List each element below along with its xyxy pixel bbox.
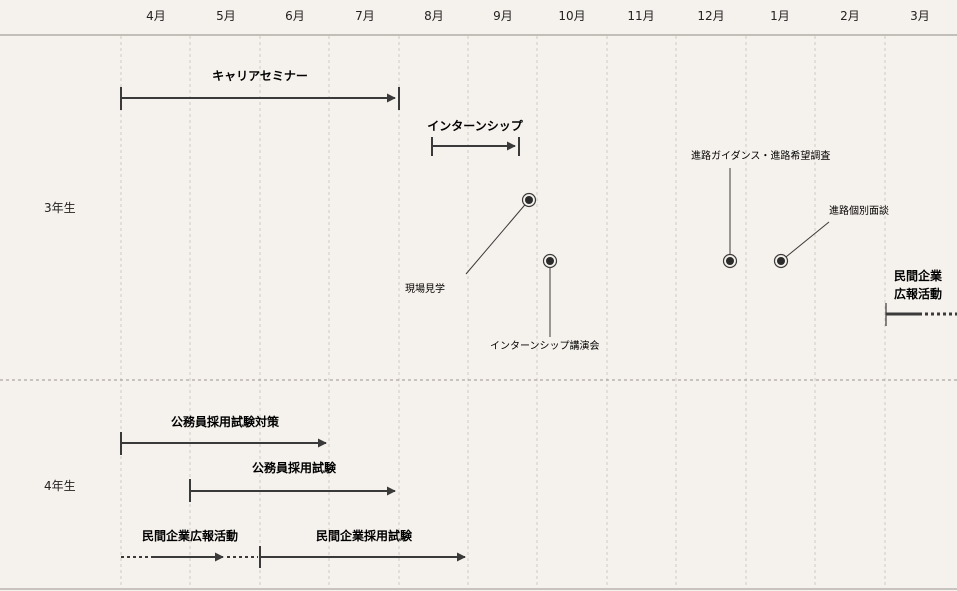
row-label-year3: 3年生 bbox=[44, 201, 76, 215]
month-label: 11月 bbox=[627, 9, 654, 23]
month-header: 4月 5月 6月 7月 8月 9月 10月 11月 12月 1月 2月 3月 bbox=[146, 9, 930, 23]
month-label: 5月 bbox=[216, 9, 236, 23]
guidance-label: 進路ガイダンス・進路希望調査 bbox=[691, 149, 830, 162]
month-label: 8月 bbox=[424, 9, 444, 23]
career-seminar-arrow bbox=[120, 87, 400, 110]
pr-label-line1: 民間企業 bbox=[894, 268, 943, 283]
month-label: 7月 bbox=[355, 9, 375, 23]
month-label: 9月 bbox=[493, 9, 513, 23]
month-gridlines bbox=[120, 36, 886, 588]
row-label-year4: 4年生 bbox=[44, 479, 76, 493]
internship-lecture-marker bbox=[542, 253, 558, 337]
site-visit-label: 現場見学 bbox=[405, 282, 445, 295]
exam-prep-arrow bbox=[120, 432, 327, 455]
internship-label: インターンシップ bbox=[427, 118, 523, 133]
pr-start-bar bbox=[885, 303, 957, 326]
month-label: 6月 bbox=[285, 9, 305, 23]
month-label: 3月 bbox=[910, 9, 930, 23]
month-label: 12月 bbox=[697, 9, 724, 23]
interview-label: 進路個別面談 bbox=[829, 204, 889, 217]
month-label: 4月 bbox=[146, 9, 166, 23]
private-exam-label: 民間企業採用試験 bbox=[316, 528, 413, 543]
internship-arrow bbox=[431, 137, 520, 156]
month-label: 2月 bbox=[840, 9, 860, 23]
exam-label: 公務員採用試験 bbox=[252, 460, 337, 475]
pr-label-line2: 広報活動 bbox=[894, 286, 942, 301]
guidance-marker bbox=[722, 168, 738, 269]
career-seminar-label: キャリアセミナー bbox=[212, 69, 308, 83]
private-pr-label: 民間企業広報活動 bbox=[142, 528, 238, 543]
month-label: 1月 bbox=[770, 9, 790, 23]
private-exam-arrow bbox=[259, 546, 466, 568]
interview-marker bbox=[773, 221, 830, 269]
exam-arrow bbox=[189, 479, 396, 502]
month-label: 10月 bbox=[558, 9, 585, 23]
site-visit-marker bbox=[465, 192, 537, 275]
exam-prep-label: 公務員採用試験対策 bbox=[171, 414, 280, 429]
internship-lecture-label: インターンシップ講演会 bbox=[490, 339, 600, 352]
